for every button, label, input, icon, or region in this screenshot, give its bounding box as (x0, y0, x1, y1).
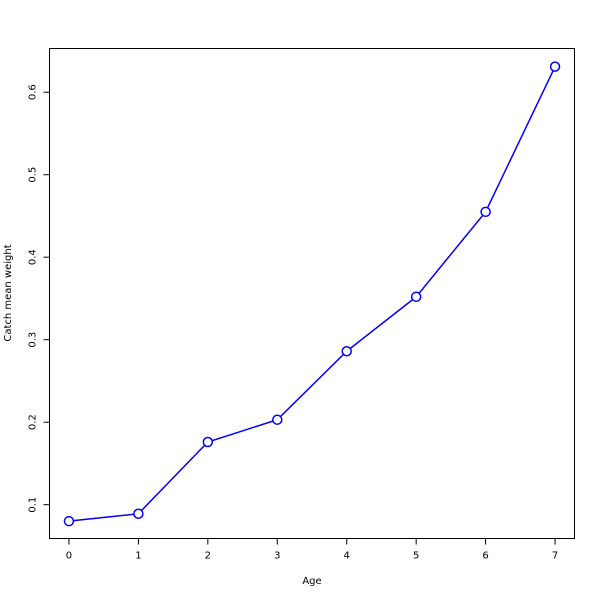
x-tick-label: 1 (135, 551, 141, 562)
y-tick-label: 0.3 (28, 332, 39, 348)
x-tick-label: 4 (344, 551, 350, 562)
x-tick-label: 2 (205, 551, 211, 562)
x-tick-label: 0 (66, 551, 72, 562)
data-point (202, 436, 214, 448)
series-line (68, 66, 556, 522)
data-point (272, 414, 283, 425)
plot-box (49, 48, 575, 539)
y-axis-label: Catch mean weight (3, 244, 14, 341)
data-point (341, 345, 352, 357)
y-tick-label: 0.5 (28, 167, 39, 183)
y-tick-label: 0.4 (28, 249, 39, 265)
data-point (63, 515, 75, 527)
x-tick-label: 6 (482, 551, 488, 562)
x-tick-label: 5 (413, 551, 419, 562)
data-point (133, 508, 144, 520)
x-axis-label: Age (302, 576, 321, 587)
y-tick-label: 0.6 (28, 84, 39, 100)
y-tick-label: 0.2 (28, 414, 39, 430)
y-tick-label: 0.1 (28, 497, 39, 513)
x-tick-label: 7 (552, 551, 558, 562)
x-tick-label: 3 (274, 551, 280, 562)
data-point (410, 291, 422, 303)
data-point (549, 61, 561, 72)
data-point (480, 206, 491, 218)
